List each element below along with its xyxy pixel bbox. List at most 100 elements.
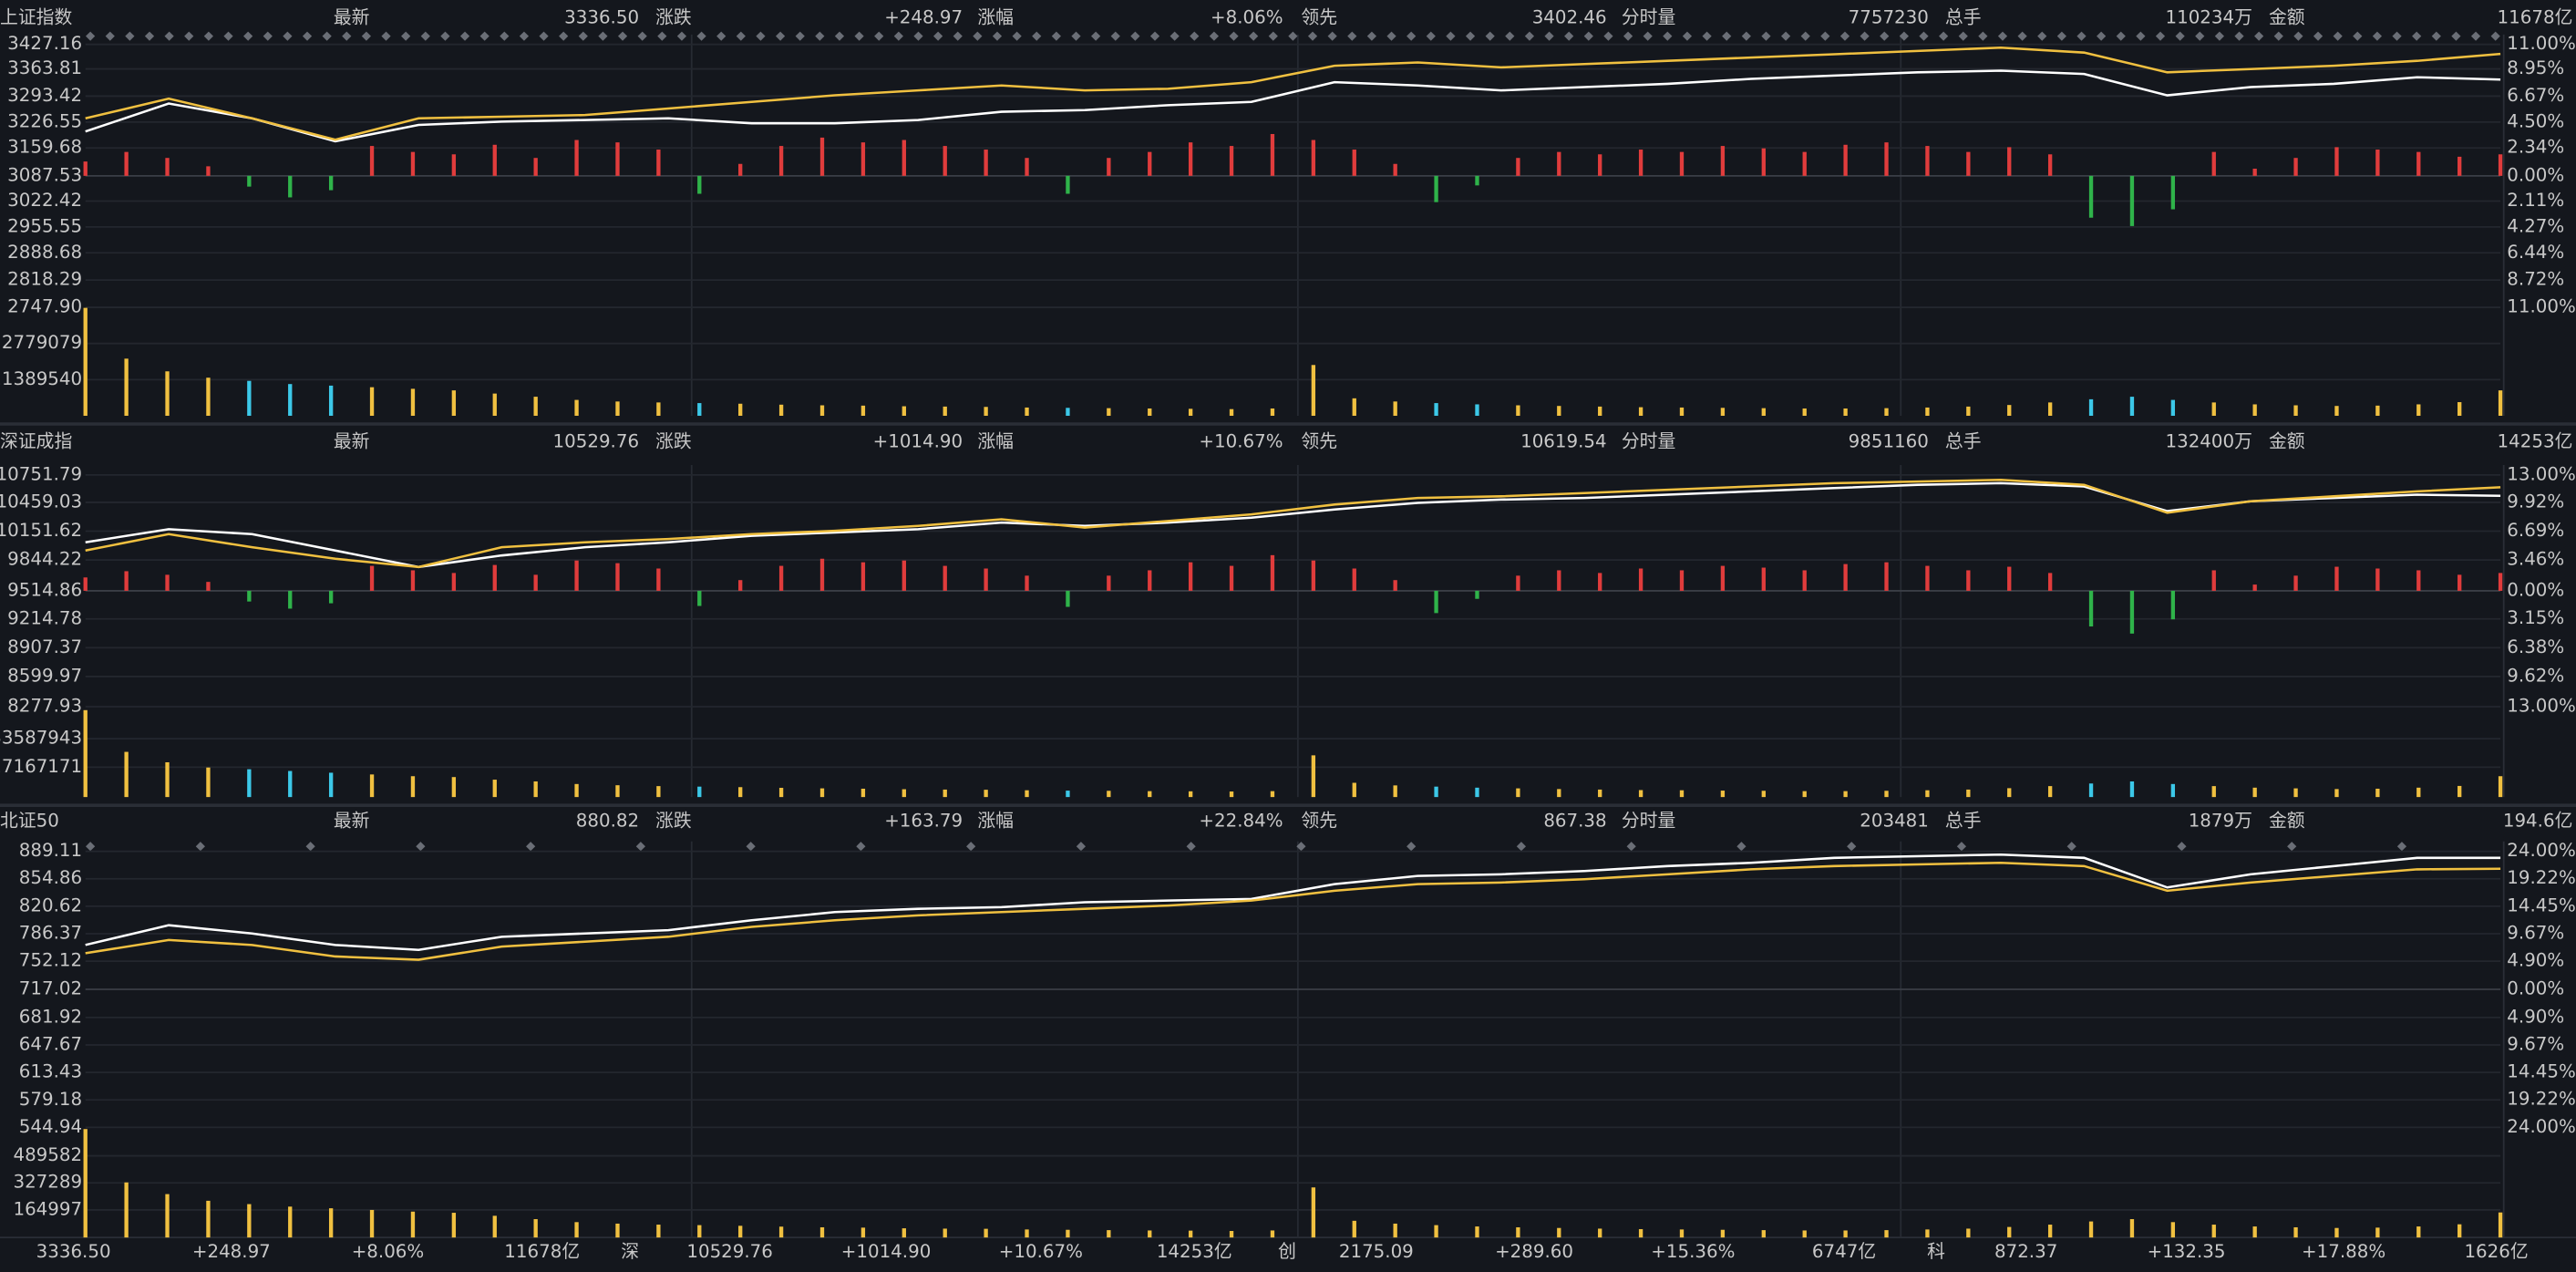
marker-diamond (2175, 31, 2185, 41)
volume-bar (1188, 791, 1193, 798)
volume-bar (492, 780, 497, 798)
volume-bar (1843, 791, 1848, 798)
volume-bar (2047, 786, 2053, 798)
marker-diamond (526, 842, 536, 852)
lead-bar (1966, 151, 1971, 176)
marker-diamond (1268, 31, 1278, 41)
y2-tick-label: 2.34% (2507, 137, 2564, 158)
volume-bar (984, 407, 988, 416)
lead-bar (1311, 560, 1316, 591)
volume-bar (247, 1204, 252, 1238)
y-tick-label: 8599.97 (7, 665, 82, 686)
lead-bar (656, 568, 661, 591)
status-item: 6747亿 (1812, 1241, 1876, 1262)
volume-bar (2088, 783, 2094, 798)
volume-bar (1720, 1229, 1726, 1238)
y-tick-label: 752.12 (19, 950, 82, 971)
volume-bar (1107, 791, 1111, 798)
header-value: 11678亿 (2498, 6, 2573, 27)
header-label: 领先 (1301, 6, 1337, 27)
y2-tick-label: 24.00% (2507, 1116, 2576, 1137)
volume-bar (819, 788, 825, 798)
volume-bar (1475, 1226, 1479, 1238)
marker-diamond (1071, 31, 1081, 41)
y2-tick-label: 9.62% (2507, 665, 2564, 686)
panel-title: 北证50 (0, 811, 59, 832)
volume-bar (902, 789, 906, 798)
volume-bar (451, 777, 457, 798)
marker-diamond (736, 31, 746, 41)
y2-tick-label: 9.92% (2507, 491, 2564, 512)
volume-bar (574, 783, 579, 798)
volume-bar (1270, 1230, 1275, 1238)
marker-diamond (1736, 842, 1747, 852)
y2-tick-label: 6.38% (2507, 636, 2564, 657)
lead-bar (1025, 575, 1029, 591)
lead-bar (2458, 156, 2462, 176)
volume-bar (1843, 408, 1848, 416)
volume-bar (83, 1129, 88, 1238)
marker-diamond (1682, 31, 1693, 41)
price-line (85, 479, 2501, 569)
y2-tick-label: 3.15% (2507, 607, 2564, 628)
volume-bar (1475, 787, 1479, 798)
lead-bar (2088, 175, 2094, 218)
marker-diamond (2017, 31, 2027, 41)
y-tick-label: 544.94 (19, 1116, 82, 1137)
marker-diamond (1485, 31, 1495, 41)
volume-bar (369, 387, 375, 416)
lead-bar (1025, 158, 1029, 176)
y-tick-label: 3427.16 (7, 33, 82, 54)
lead-bar (1229, 146, 1234, 176)
lead-bar (1884, 142, 1889, 176)
marker-diamond (2313, 31, 2324, 41)
volume-bar (1925, 790, 1930, 798)
volume-bar (2170, 399, 2176, 416)
volume-bar (2088, 1221, 2094, 1238)
marker-diamond (1958, 31, 1968, 41)
lead-bar (124, 571, 129, 591)
marker-diamond (1076, 842, 1087, 852)
status-item: 14253亿 (1157, 1241, 1232, 1262)
marker-diamond (2490, 31, 2500, 41)
header-value: +10.67% (1199, 430, 1283, 451)
volume-bar (943, 406, 947, 416)
status-item: +15.36% (1651, 1241, 1735, 1262)
lead-bar (1066, 175, 1070, 194)
volume-bar (1188, 1230, 1193, 1238)
volume-bar (1966, 1228, 1971, 1238)
lead-bar (1393, 163, 1397, 176)
y-tick-label: 613.43 (19, 1061, 82, 1082)
volume-bar (1352, 782, 1356, 798)
volume-bar (451, 390, 457, 416)
status-item: +8.06% (352, 1241, 425, 1262)
volume-bar (1311, 365, 1316, 416)
marker-diamond (1544, 31, 1554, 41)
volume-bar (492, 1215, 497, 1238)
volume-bar (288, 1206, 293, 1238)
volume-bar (2416, 404, 2421, 416)
lead-bar (451, 573, 457, 591)
marker-diamond (2116, 31, 2126, 41)
marker-diamond (1406, 842, 1417, 852)
y-tick-label: 9844.22 (7, 549, 82, 570)
volume-bar (1475, 404, 1479, 416)
header-value: +1014.90 (873, 430, 963, 451)
volume-bar (1925, 1229, 1930, 1238)
marker-diamond (1978, 31, 1988, 41)
lead-bar (1516, 158, 1520, 176)
y-tick-label: 889.11 (19, 840, 82, 861)
status-item: 872.37 (1994, 1241, 2057, 1262)
marker-diamond (2293, 31, 2303, 41)
header-value: 194.6亿 (2503, 811, 2573, 832)
status-item: +1014.90 (841, 1241, 932, 1262)
marker-diamond (164, 31, 174, 41)
marker-diamond (1741, 31, 1751, 41)
header-value: +8.06% (1211, 6, 1283, 27)
header-value: 867.38 (1543, 811, 1606, 832)
volume-bar (1802, 791, 1807, 798)
marker-diamond (973, 31, 983, 41)
volume-bar (2293, 405, 2298, 416)
header-label: 最新 (334, 811, 370, 832)
marker-diamond (1860, 31, 1870, 41)
